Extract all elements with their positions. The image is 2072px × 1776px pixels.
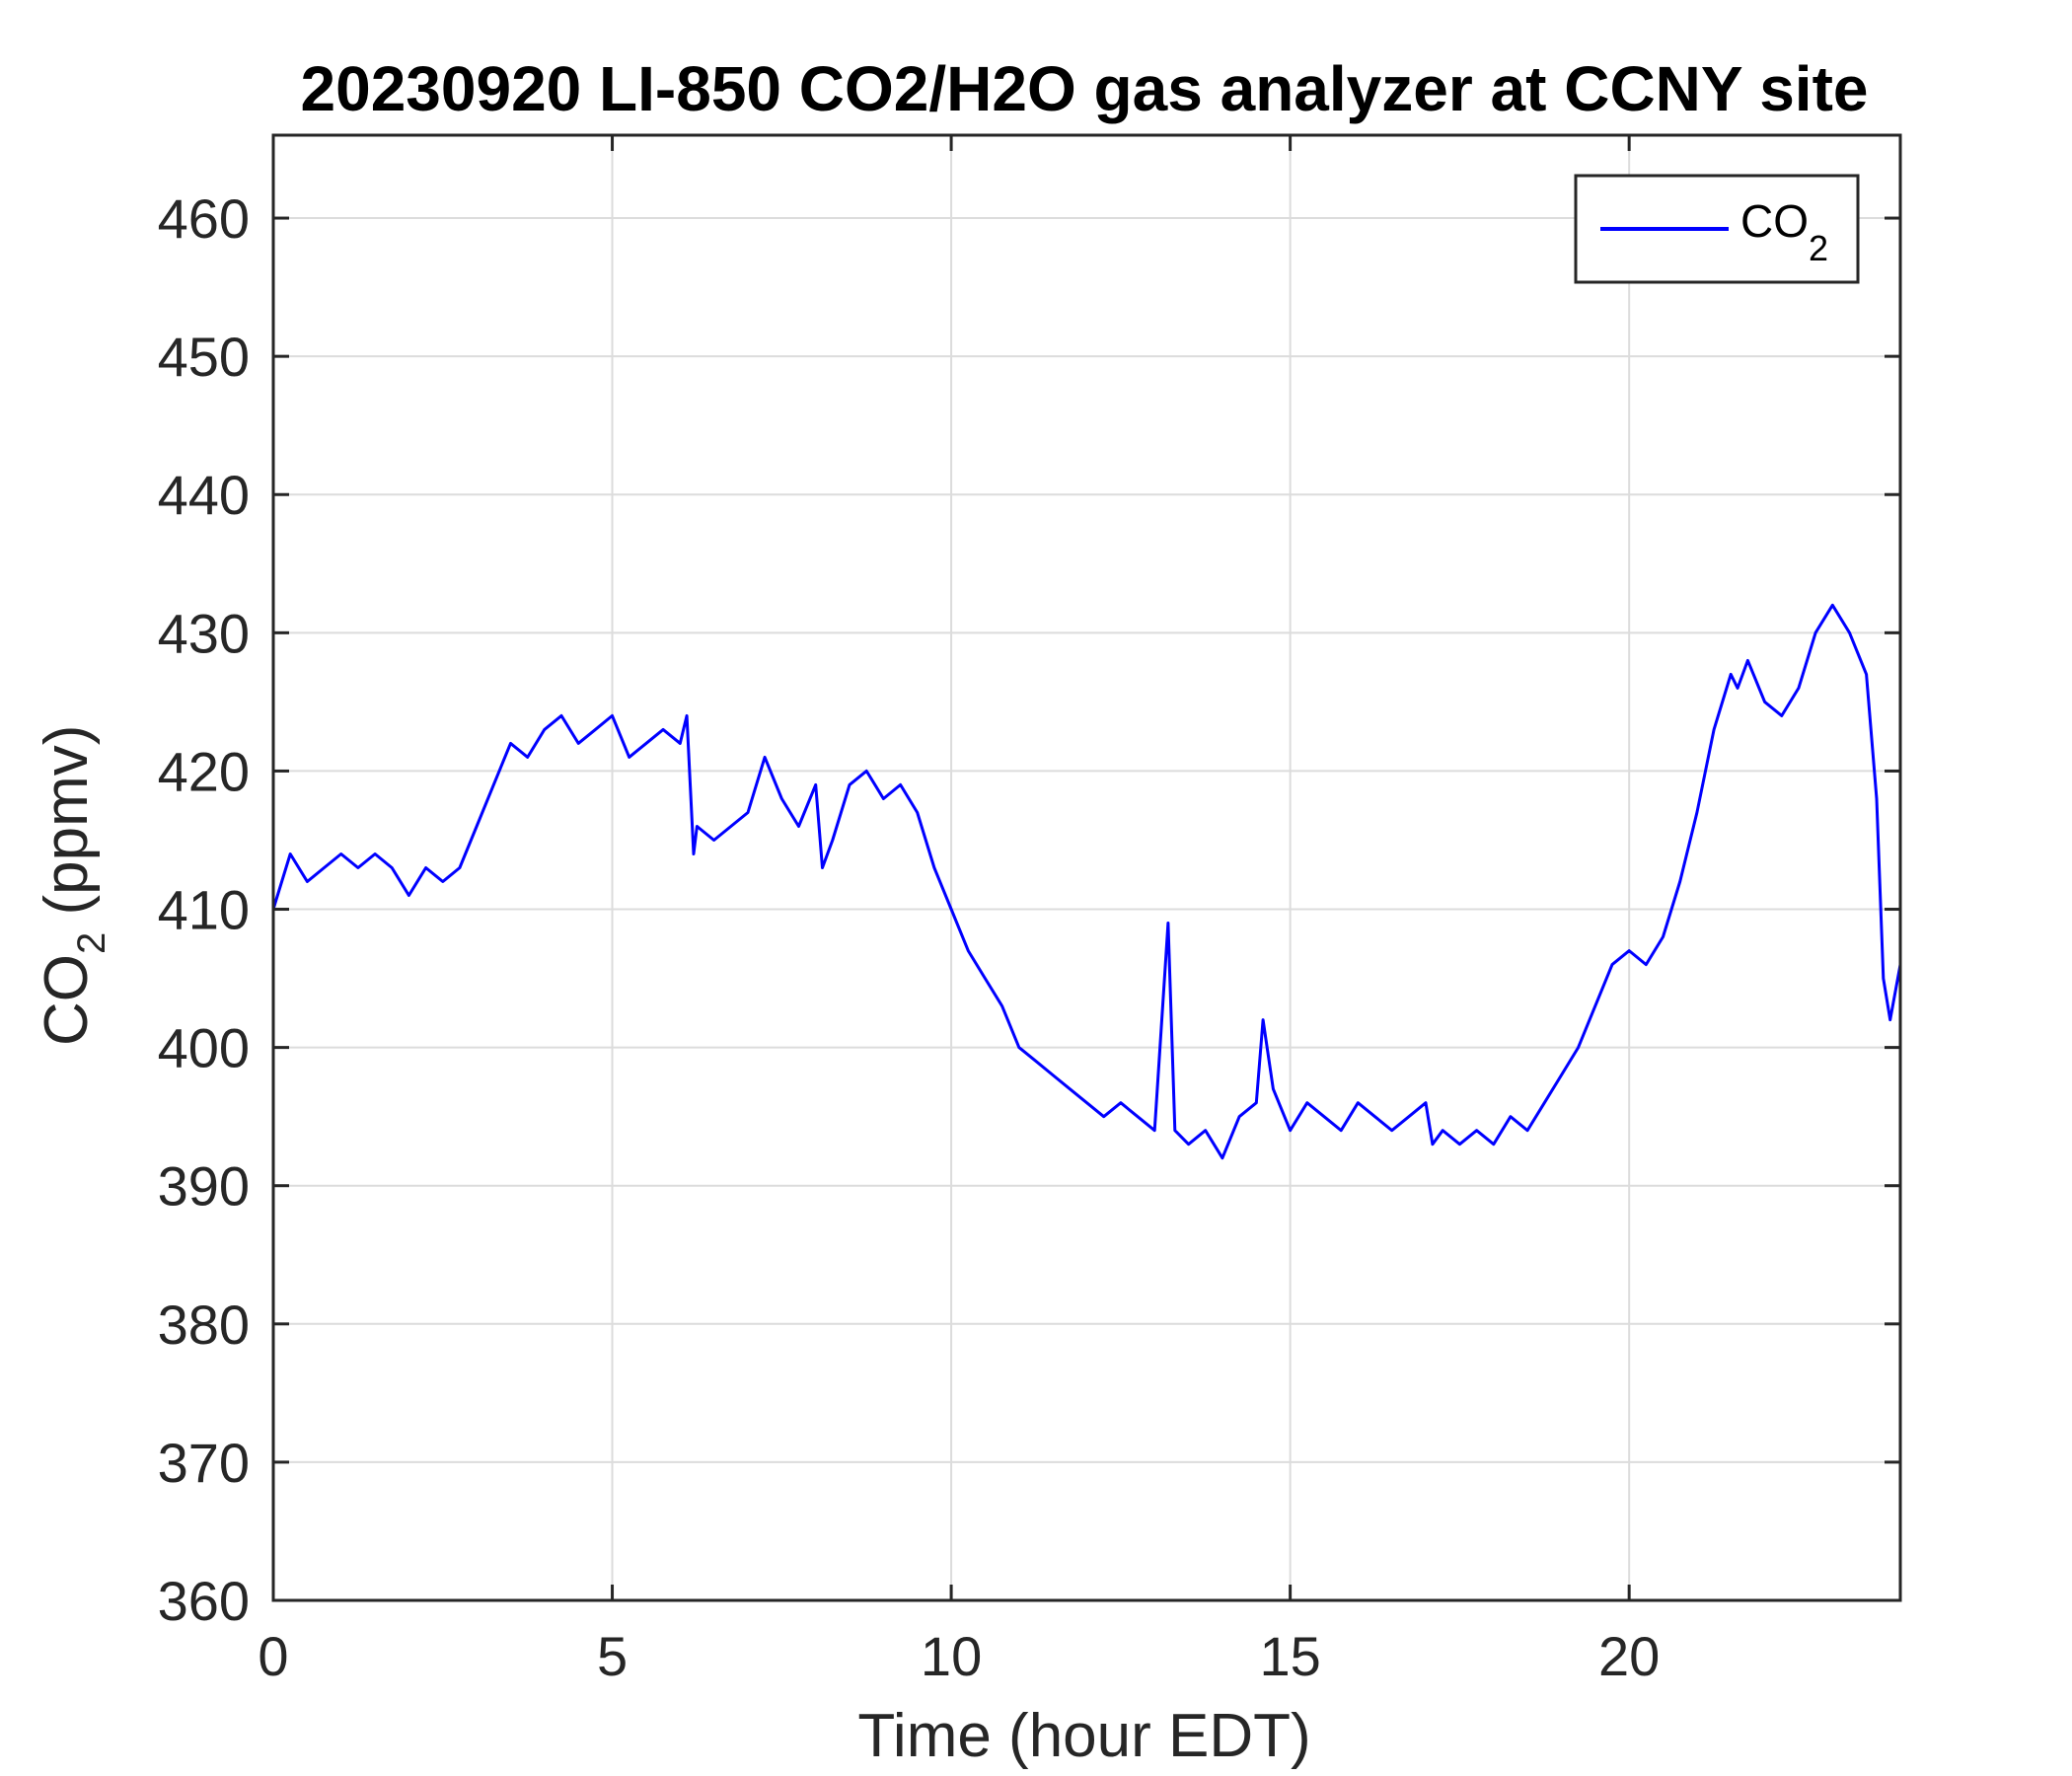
x-tick-label: 15 [1259,1625,1320,1687]
y-tick-label: 420 [158,740,250,802]
legend-label-main: CO [1740,195,1809,247]
plot-area [273,135,1900,1600]
x-tick-label: 0 [258,1625,288,1687]
y-axis-label-subscript: 2 [70,932,113,954]
x-tick-label: 5 [597,1625,628,1687]
y-tick-label: 410 [158,879,250,941]
ticks: 0 5 10 15 20 360 370 380 390 400 410 420 430 440 450 46… [158,135,1900,1687]
chart-title: 20230920 LI-850 CO2/H2O gas analyzer at … [301,53,1869,124]
y-axis-label-units: (ppmv) [33,725,101,932]
y-tick-label: 390 [158,1155,250,1218]
legend-label-subscript: 2 [1809,228,1828,268]
legend-label: CO2 [1740,195,1828,268]
y-axis-label: CO2 (ppmv) [33,725,113,1046]
series-line-co2 [271,603,1902,1160]
x-tick-label: 10 [921,1625,982,1687]
x-tick-label: 20 [1598,1625,1660,1687]
y-axis-label-main: CO [33,954,101,1046]
y-tick-label: 460 [158,187,250,250]
y-tick-label: 370 [158,1432,250,1494]
x-axis-label: Time (hour EDT) [857,1702,1310,1770]
y-tick-label: 430 [158,602,250,664]
series-layer [271,603,1902,1160]
axes-frame [271,133,1902,1602]
y-tick-label: 380 [158,1294,250,1356]
y-tick-label: 440 [158,464,250,526]
legend: CO2 [1574,174,1860,284]
y-tick-label: 360 [158,1570,250,1632]
grid [272,135,1900,1601]
y-tick-label: 400 [158,1017,250,1079]
y-tick-label: 450 [158,326,250,388]
